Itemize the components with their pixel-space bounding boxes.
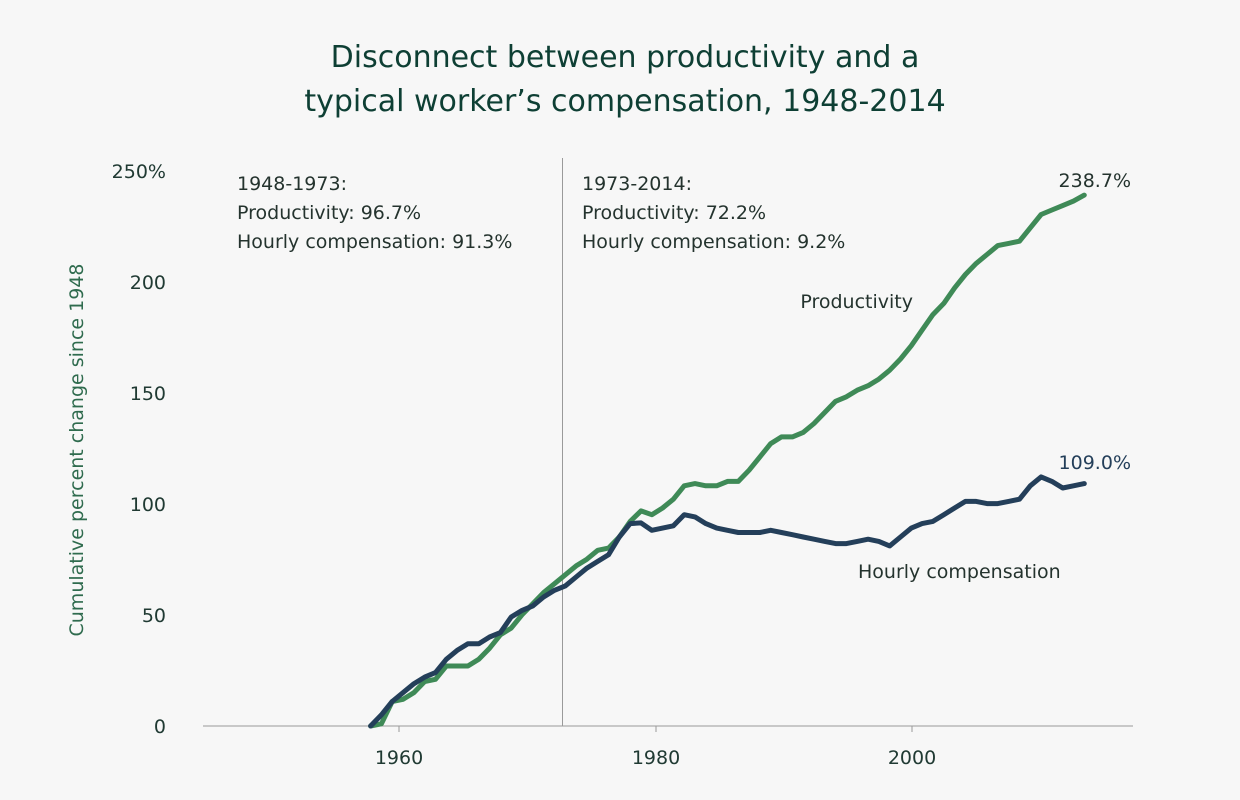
productivity-end-label: 238.7% [1059, 170, 1131, 192]
productivity-line [368, 192, 1087, 729]
y-tick-label: 0 [154, 716, 166, 738]
y-tick-label: 150 [130, 383, 166, 405]
x-tick-label: 2000 [888, 747, 936, 769]
y-tick-label: 250% [112, 161, 166, 183]
chart-title-line-2: typical worker’s compensation, 1948-2014 [304, 84, 945, 119]
y-tick-label: 50 [142, 605, 166, 627]
annotation-right-period: 1973-2014: [582, 173, 692, 195]
annotation-left-compensation: Hourly compensation: 91.3% [237, 231, 512, 253]
x-tick-label: 1980 [632, 747, 680, 769]
annotation-left-period: 1948-1973: [237, 173, 347, 195]
annotation-left-productivity: Productivity: 96.7% [237, 202, 421, 224]
x-tick-label: 1960 [375, 747, 423, 769]
chart-title-line-1: Disconnect between productivity and a [331, 40, 920, 75]
compensation-series-label: Hourly compensation [858, 561, 1061, 583]
annotation-right-productivity: Productivity: 72.2% [582, 202, 766, 224]
y-tick-label: 100 [130, 494, 166, 516]
compensation-end-label: 109.0% [1059, 452, 1131, 474]
annotation-right-compensation: Hourly compensation: 9.2% [582, 231, 845, 253]
y-axis-label: Cumulative percent change since 1948 [66, 263, 88, 636]
y-tick-label: 200 [130, 272, 166, 294]
productivity-series-label: Productivity [800, 291, 913, 313]
compensation-line [368, 474, 1087, 729]
